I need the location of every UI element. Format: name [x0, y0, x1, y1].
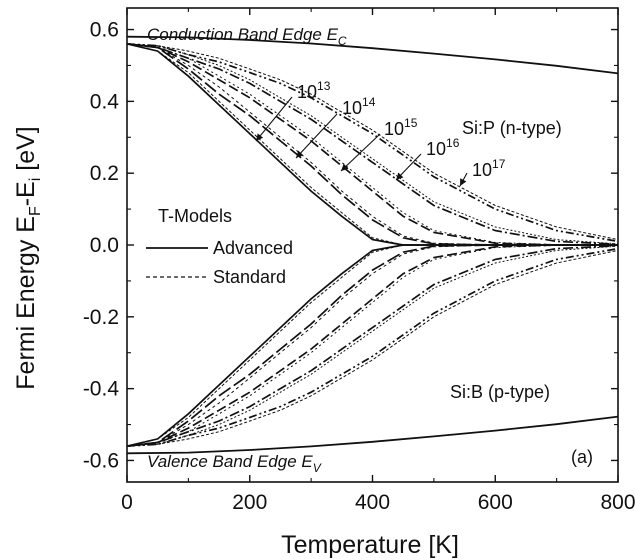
p-type-standard-16-line — [126, 245, 619, 447]
doping-label-16: 1016 — [426, 136, 460, 159]
doping-arrow-line — [340, 133, 381, 172]
x-tick-label: 800 — [600, 491, 635, 514]
n-type-standard-13-line — [126, 43, 618, 246]
x-tick-label: 600 — [478, 491, 513, 514]
doping-label-17: 1017 — [472, 157, 506, 180]
x-tick-label: 200 — [232, 491, 267, 514]
tick-marks — [126, 8, 619, 482]
n-type-advanced-17-line — [126, 43, 619, 243]
n-type-advanced-16-line — [126, 43, 619, 246]
y-tick-label: -0.6 — [83, 449, 119, 472]
doping-arrow-head — [396, 172, 404, 180]
legend-title: T-Models — [158, 206, 232, 226]
y-tick-label: -0.4 — [83, 378, 120, 401]
doping-label-13: 1013 — [297, 79, 331, 102]
valence-band-edge-line — [126, 415, 619, 455]
doping-arrow-line — [295, 113, 338, 159]
y-tick-label: 0.0 — [90, 234, 119, 257]
p-type-advanced-16-line — [126, 244, 619, 447]
n-type-standard-14-line — [126, 43, 618, 246]
doping-arrow-head — [460, 178, 467, 186]
y-tick-label: 0.2 — [90, 162, 119, 185]
p-type-standard-17-line — [126, 249, 619, 447]
x-tick-labels: 0 200 400 600 800 — [121, 491, 635, 514]
doping-label-14: 1014 — [342, 95, 376, 118]
doping-arrow-head — [256, 133, 264, 141]
conduction-band-label: Conduction Band Edge EC — [147, 25, 347, 48]
valence-band-label: Valence Band Edge EV — [147, 452, 322, 475]
x-tick-label: 0 — [121, 491, 133, 514]
y-tick-labels: 0.6 0.4 0.2 0.0 -0.2 -0.4 -0.6 — [83, 19, 120, 473]
conduction-band-edge-line — [126, 35, 619, 75]
p-type-standard-15-line — [126, 244, 619, 447]
p-type-standard-13-line — [126, 244, 618, 447]
n-type-advanced-15-line — [126, 43, 618, 246]
doping-arrow-head — [341, 163, 349, 171]
panel-label: (a) — [571, 447, 593, 467]
p-type-advanced-15-line — [126, 244, 618, 447]
y-tick-label: -0.2 — [83, 306, 119, 329]
doping-label-15: 1015 — [384, 116, 418, 139]
p-type-label: Si:B (p-type) — [450, 382, 550, 402]
n-type-standard-15-line — [126, 43, 619, 246]
y-tick-label: 0.6 — [90, 19, 119, 42]
doping-arrow-line — [255, 96, 293, 142]
p-type-standard-14-line — [126, 244, 618, 447]
n-type-label: Si:P (n-type) — [462, 118, 562, 138]
x-axis-title: Temperature [K] — [281, 531, 459, 559]
n-type-standard-17-line — [126, 43, 619, 241]
p-type-advanced-17-line — [126, 247, 619, 447]
n-type-standard-16-line — [126, 43, 619, 245]
p-type-advanced-14-line — [126, 244, 618, 447]
doping-arrow-head — [296, 150, 304, 158]
p-type-advanced-13-line — [126, 244, 618, 447]
y-tick-label: 0.4 — [90, 90, 120, 113]
legend-label-standard: Standard — [213, 267, 286, 287]
legend-label-advanced: Advanced — [213, 238, 293, 258]
doping-arrows — [255, 96, 468, 187]
y-axis-title: Fermi Energy EF-Ei [eV] — [12, 126, 44, 389]
x-tick-label: 400 — [355, 491, 390, 514]
legend: T-Models Advanced Standard — [146, 206, 293, 287]
series-lines — [126, 35, 619, 455]
